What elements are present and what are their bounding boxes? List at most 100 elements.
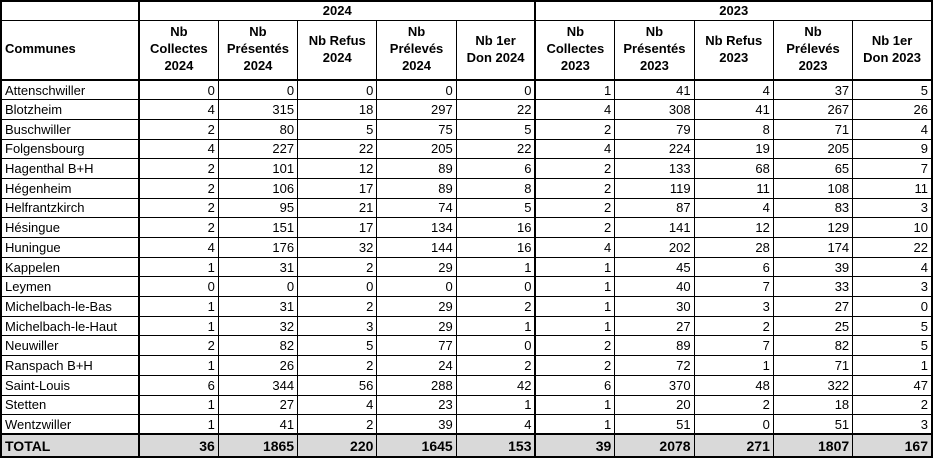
value-cell: 75 [376, 118, 457, 140]
column-header-presentes-2024: Nb Présentés 2024 [217, 19, 299, 81]
value-cell: 87 [614, 197, 695, 219]
value-cell: 2 [138, 217, 219, 238]
value-cell: 18 [297, 99, 378, 120]
column-header-collectes-2023: Nb Collectes 2023 [534, 19, 616, 81]
value-cell: 25 [772, 315, 854, 337]
value-cell: 1 [534, 276, 616, 298]
value-cell: 30 [614, 296, 695, 317]
value-cell: 1 [534, 394, 616, 416]
table-row: Huningue 4 176 32 144 16 4 202 28 174 22 [0, 237, 933, 258]
total-value-cell: 2078 [614, 433, 695, 458]
commune-name-cell: Leymen [0, 276, 140, 298]
column-header-refus-2024: Nb Refus 2024 [297, 19, 378, 81]
value-cell: 12 [297, 158, 378, 179]
value-cell: 4 [138, 138, 219, 160]
value-cell: 1 [138, 394, 219, 416]
total-value-cell: 271 [693, 433, 774, 458]
value-cell: 2 [138, 197, 219, 219]
value-cell: 89 [614, 335, 695, 357]
commune-name-cell: Stetten [0, 394, 140, 416]
value-cell: 106 [217, 177, 299, 199]
column-header-collectes-2024: Nb Collectes 2024 [138, 19, 219, 81]
value-cell: 2 [852, 394, 933, 416]
value-cell: 4 [297, 394, 378, 416]
value-cell: 2 [138, 335, 219, 357]
value-cell: 370 [614, 374, 695, 396]
commune-name-cell: Michelbach-le-Haut [0, 315, 140, 337]
value-cell: 2 [693, 394, 774, 416]
value-cell: 0 [455, 276, 537, 298]
value-cell: 344 [217, 374, 299, 396]
value-cell: 297 [376, 99, 457, 120]
value-cell: 1 [138, 414, 219, 435]
value-cell: 3 [297, 315, 378, 337]
value-cell: 2 [534, 118, 616, 140]
table-row: Hésingue 2 151 17 134 16 2 141 12 129 10 [0, 217, 933, 238]
value-cell: 5 [852, 79, 933, 101]
commune-name-cell: Attenschwiller [0, 79, 140, 101]
value-cell: 8 [693, 118, 774, 140]
value-cell: 1 [138, 296, 219, 317]
value-cell: 2 [297, 414, 378, 435]
value-cell: 28 [693, 237, 774, 258]
value-cell: 4 [852, 118, 933, 140]
value-cell: 0 [376, 276, 457, 298]
commune-name-cell: Wentzwiller [0, 414, 140, 435]
column-header-refus-2023: Nb Refus 2023 [693, 19, 774, 81]
value-cell: 4 [455, 414, 537, 435]
value-cell: 65 [772, 158, 854, 179]
value-cell: 16 [455, 237, 537, 258]
value-cell: 31 [217, 256, 299, 278]
value-cell: 176 [217, 237, 299, 258]
table-row: Hagenthal B+H 2 101 12 89 6 2 133 68 65 7 [0, 158, 933, 179]
value-cell: 7 [693, 276, 774, 298]
value-cell: 48 [693, 374, 774, 396]
table-header: 2024 2023 Communes Nb Collectes 2024 Nb … [0, 0, 933, 81]
value-cell: 79 [614, 118, 695, 140]
total-value-cell: 36 [138, 433, 219, 458]
value-cell: 29 [376, 296, 457, 317]
value-cell: 6 [138, 374, 219, 396]
column-header-row: Communes Nb Collectes 2024 Nb Présentés … [0, 19, 933, 81]
value-cell: 1 [534, 315, 616, 337]
table-row: Ranspach B+H 1 26 2 24 2 2 72 1 71 1 [0, 355, 933, 376]
value-cell: 17 [297, 217, 378, 238]
value-cell: 71 [772, 355, 854, 376]
value-cell: 4 [852, 256, 933, 278]
value-cell: 1 [455, 394, 537, 416]
value-cell: 4 [534, 237, 616, 258]
value-cell: 129 [772, 217, 854, 238]
value-cell: 82 [217, 335, 299, 357]
value-cell: 1 [534, 296, 616, 317]
table-row: Helfrantzkirch 2 95 21 74 5 2 87 4 83 3 [0, 197, 933, 219]
table-row: Michelbach-le-Bas 1 31 2 29 2 1 30 3 27 0 [0, 296, 933, 317]
commune-name-cell: Folgensbourg [0, 138, 140, 160]
value-cell: 205 [376, 138, 457, 160]
total-value-cell: 1865 [217, 433, 299, 458]
value-cell: 0 [217, 79, 299, 101]
commune-name-cell: Huningue [0, 237, 140, 258]
commune-donation-table: 2024 2023 Communes Nb Collectes 2024 Nb … [0, 0, 933, 459]
value-cell: 134 [376, 217, 457, 238]
value-cell: 5 [455, 197, 537, 219]
value-cell: 4 [138, 237, 219, 258]
value-cell: 21 [297, 197, 378, 219]
value-cell: 10 [852, 217, 933, 238]
commune-name-cell: Helfrantzkirch [0, 197, 140, 219]
column-header-preleves-2024: Nb Prélevés 2024 [376, 19, 457, 81]
value-cell: 0 [455, 335, 537, 357]
value-cell: 26 [852, 99, 933, 120]
value-cell: 2 [693, 315, 774, 337]
value-cell: 3 [852, 414, 933, 435]
value-cell: 0 [138, 79, 219, 101]
value-cell: 0 [297, 276, 378, 298]
value-cell: 89 [376, 177, 457, 199]
column-header-presentes-2023: Nb Présentés 2023 [614, 19, 695, 81]
table-row: Attenschwiller 0 0 0 0 0 1 41 4 37 5 [0, 79, 933, 101]
commune-name-cell: Michelbach-le-Bas [0, 296, 140, 317]
value-cell: 19 [693, 138, 774, 160]
value-cell: 4 [138, 99, 219, 120]
value-cell: 2 [534, 217, 616, 238]
value-cell: 1 [534, 79, 616, 101]
